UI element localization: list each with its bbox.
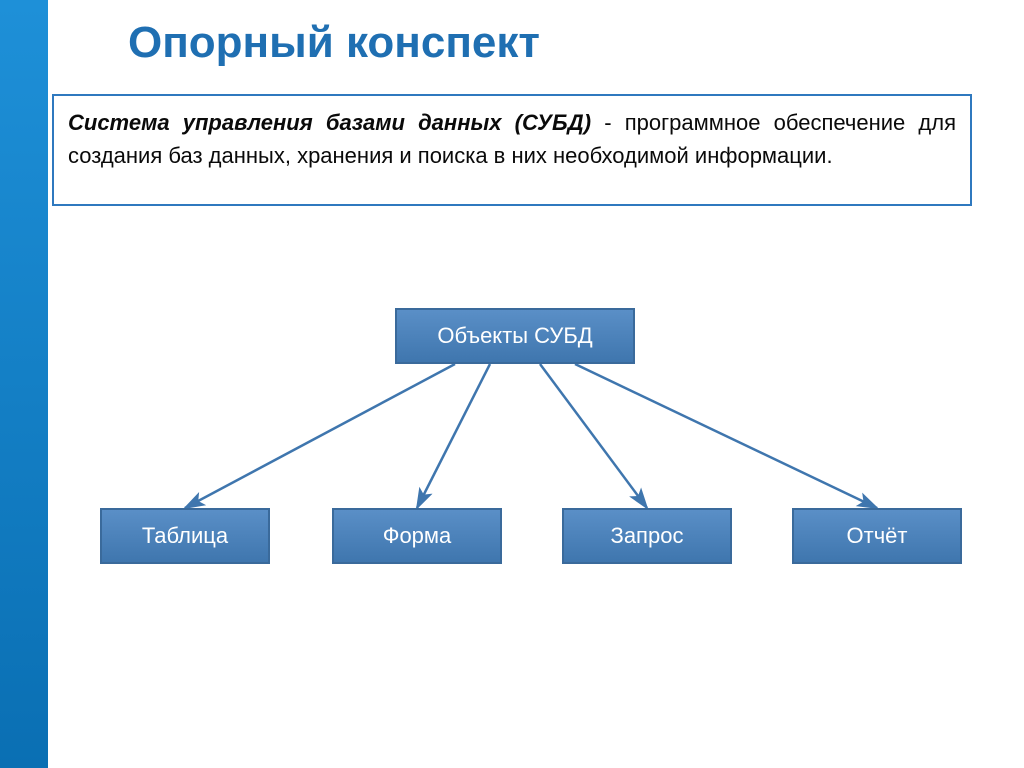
- slide: Опорный конспект Система управления база…: [0, 0, 1024, 768]
- diagram-child-node: Отчёт: [792, 508, 962, 564]
- diagram-child-node: Запрос: [562, 508, 732, 564]
- definition-box: Система управления базами данных (СУБД) …: [52, 94, 972, 206]
- diagram-child-label: Таблица: [142, 523, 228, 549]
- diagram-child-node: Форма: [332, 508, 502, 564]
- slide-title: Опорный конспект: [128, 18, 540, 68]
- diagram-child-node: Таблица: [100, 508, 270, 564]
- diagram-child-label: Форма: [383, 523, 452, 549]
- diagram-child-label: Отчёт: [847, 523, 908, 549]
- left-accent-bar: [0, 0, 48, 768]
- diagram-root-label: Объекты СУБД: [437, 323, 592, 349]
- diagram-child-label: Запрос: [611, 523, 684, 549]
- diagram-root-node: Объекты СУБД: [395, 308, 635, 364]
- definition-term: Система управления базами данных (СУБД): [68, 110, 591, 135]
